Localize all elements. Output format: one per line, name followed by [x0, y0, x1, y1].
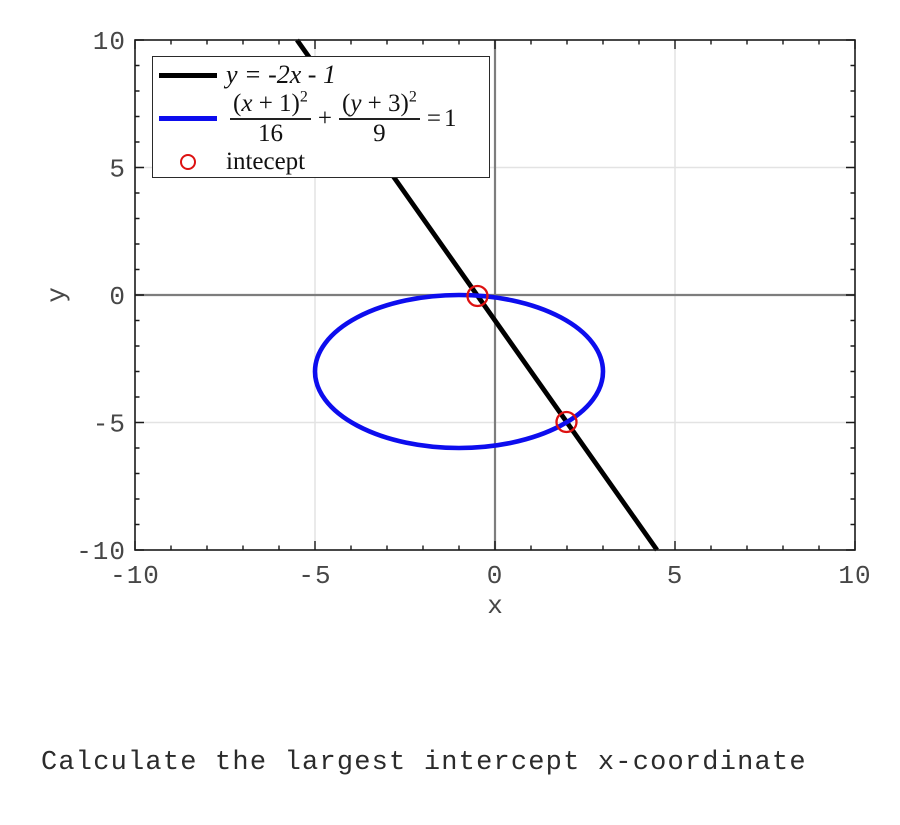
legend-entry-intercept: intecept — [159, 148, 483, 176]
tick-marks — [134, 39, 856, 551]
equals-sign: = — [426, 104, 441, 132]
ellipse-swatch — [159, 116, 217, 122]
legend-ellipse-formula: (x + 1)2 16 + (y + 3)2 9 = 1 — [226, 88, 457, 148]
open-circle-icon — [180, 153, 196, 170]
y-tick-label: 0 — [109, 282, 126, 312]
caption-line-1: Calculate the largest intercept x-coordi… — [41, 748, 807, 778]
legend: y = -2x - 1 (x + 1)2 16 + (y + 3)2 9 = 1 — [152, 56, 490, 178]
legend-entry-ellipse: (x + 1)2 16 + (y + 3)2 9 = 1 — [159, 88, 483, 148]
math-text: + 3) — [361, 90, 409, 117]
intercept-marker-1 — [466, 284, 489, 308]
math-var: x — [241, 90, 253, 117]
x-tick-label: -10 — [110, 561, 160, 591]
y-tick-label: 5 — [109, 155, 126, 185]
plus-sign: + — [317, 104, 332, 132]
fraction-bar — [230, 118, 311, 120]
x-tick-label: 5 — [667, 561, 684, 591]
math-sup: 2 — [299, 88, 308, 106]
zero-axes — [135, 40, 855, 550]
math-var: y — [350, 90, 362, 117]
legend-entry-line: y = -2x - 1 — [159, 60, 483, 90]
fraction-x: (x + 1)2 16 — [230, 88, 311, 148]
x-tick-label: 0 — [487, 561, 504, 591]
math-text: + 1) — [252, 90, 300, 117]
y-axis-label: y — [42, 287, 72, 303]
x-tick-label: 10 — [838, 561, 871, 591]
y-tick-label: 10 — [93, 27, 126, 57]
line-swatch — [159, 72, 217, 78]
math-den: 9 — [373, 119, 386, 147]
math-den: 16 — [257, 119, 283, 147]
intercept-marker-2 — [555, 410, 578, 434]
marker-cell — [159, 153, 217, 170]
question-caption: Calculate the largest intercept x-coordi… — [41, 678, 807, 825]
y-tick-labels: 10 5 0 -5 -10 — [76, 27, 126, 567]
series-ellipse — [312, 292, 606, 451]
math-text: ( — [341, 90, 351, 117]
x-tick-labels: -10 -5 0 5 10 — [110, 561, 871, 591]
math-sup: 2 — [408, 88, 417, 106]
legend-intercept-label: intecept — [226, 147, 306, 175]
math-text: 1 — [443, 104, 457, 132]
y-tick-label: -10 — [76, 537, 126, 567]
x-tick-label: -5 — [298, 561, 331, 591]
y-tick-label: -5 — [93, 410, 126, 440]
x-axis-label: x — [487, 591, 503, 621]
fraction-bar — [338, 118, 420, 120]
legend-line-label: y = -2x - 1 — [226, 60, 336, 89]
fraction-y: (y + 3)2 9 — [338, 88, 420, 148]
intercept-markers — [466, 284, 578, 434]
math-text: ( — [233, 90, 242, 117]
